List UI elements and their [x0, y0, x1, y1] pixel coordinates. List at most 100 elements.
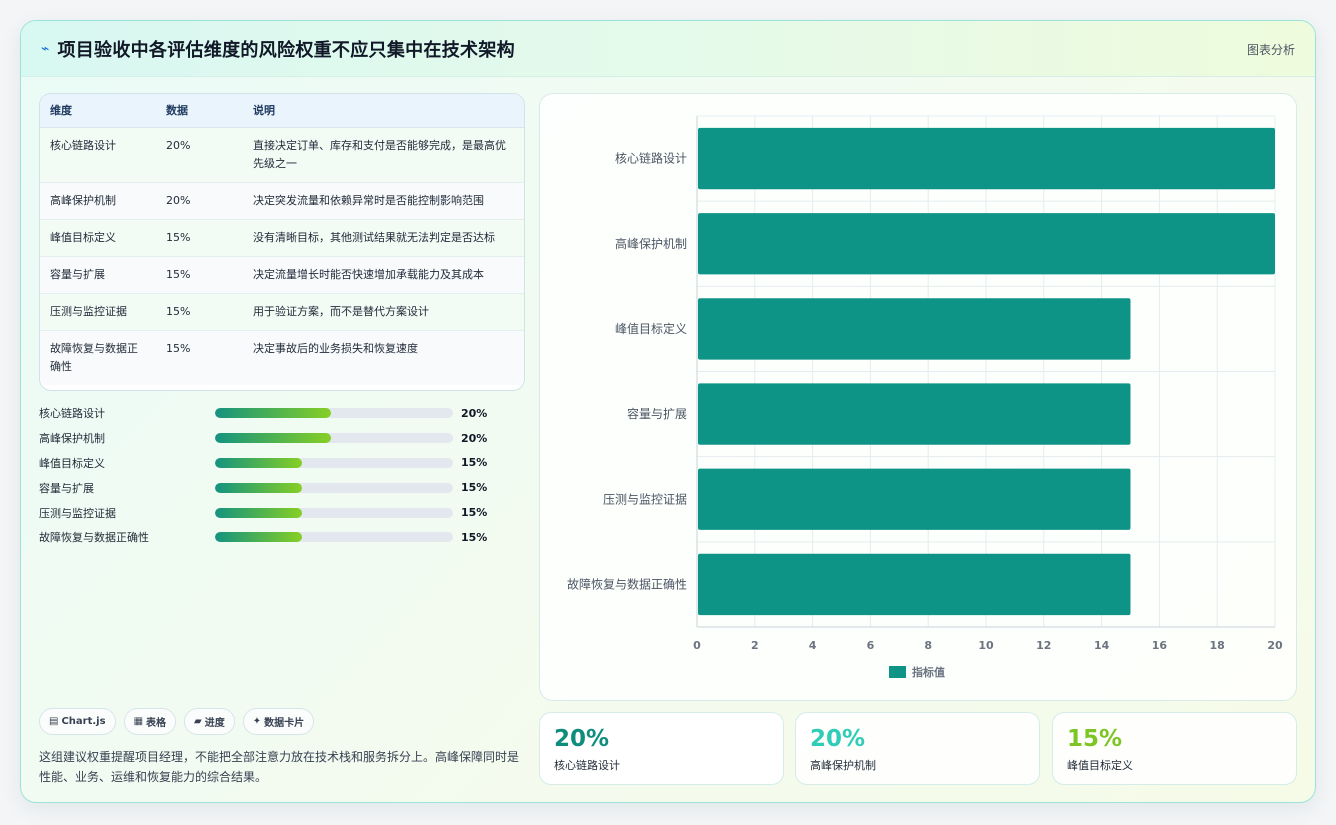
x-tick-label: 4	[809, 639, 817, 652]
x-tick-label: 20	[1267, 639, 1283, 652]
progress-track	[215, 532, 453, 543]
cell-dimension: 峰值目标定义	[40, 219, 156, 257]
stat-value: 20%	[810, 726, 866, 752]
cell-value: 20%	[156, 127, 243, 183]
cell-description: 决定流量增长时能否快速增加承载能力及其成本	[243, 256, 524, 294]
cell-dimension: 压测与监控证据	[40, 293, 156, 331]
category-label: 高峰保护机制	[615, 236, 687, 251]
tag-label: 表格	[146, 718, 167, 729]
tag-label: 数据卡片	[264, 718, 305, 729]
dashboard-card: ⌁ 项目验收中各评估维度的风险权重不应只集中在技术架构 图表分析 维度 数据 说…	[20, 20, 1316, 803]
progress-value: 15%	[461, 530, 488, 544]
progress-track	[215, 482, 453, 493]
progress-list: 核心链路设计 20% 高峰保护机制 20% 峰值目标定义 15% 容量与扩展 1…	[39, 401, 509, 550]
progress-fill	[215, 433, 332, 444]
category-label: 故障恢复与数据正确性	[567, 576, 687, 591]
chart-analysis-link[interactable]: 图表分析	[1246, 43, 1295, 57]
cell-description: 没有清晰目标，其他测试结果就无法判定是否达标	[243, 219, 524, 257]
cell-description: 决定突发流量和依赖异常时是否能控制影响范围	[243, 182, 524, 220]
cell-dimension: 故障恢复与数据正确性	[40, 330, 156, 385]
cell-dimension: 核心链路设计	[40, 127, 156, 183]
column-header-data: 数据	[156, 94, 243, 128]
tag-progress[interactable]: ▰ 进度	[184, 708, 235, 735]
cell-value: 15%	[156, 293, 243, 331]
progress-value: 15%	[461, 506, 488, 520]
x-tick-label: 2	[751, 639, 759, 652]
x-tick-label: 8	[924, 639, 932, 652]
table-row: 容量与扩展 15% 决定流量增长时能否快速增加承载能力及其成本	[40, 256, 524, 294]
progress-icon: ▰	[194, 716, 202, 727]
bar	[698, 383, 1131, 445]
x-tick-label: 0	[693, 639, 701, 652]
progress-row: 峰值目标定义 15%	[39, 451, 509, 476]
category-label: 峰值目标定义	[615, 321, 687, 336]
bar	[698, 553, 1131, 616]
progress-value: 20%	[461, 406, 488, 420]
stat-value: 15%	[1067, 726, 1123, 752]
stat-label: 高峰保护机制	[810, 759, 876, 772]
table-icon: ▦	[133, 716, 144, 727]
progress-fill	[215, 507, 303, 518]
table-row: 高峰保护机制 20% 决定突发流量和依赖异常时是否能控制影响范围	[40, 182, 524, 220]
table-row: 压测与监控证据 15% 用于验证方案，而不是替代方案设计	[40, 293, 524, 331]
progress-row: 压测与监控证据 15%	[39, 500, 509, 525]
bar	[698, 127, 1275, 190]
tag-chartjs[interactable]: ▤ Chart.js	[39, 708, 116, 735]
bar	[698, 213, 1275, 275]
legend-label: 指标值	[912, 665, 945, 679]
progress-fill	[215, 457, 303, 468]
x-tick-label: 12	[1036, 639, 1051, 652]
tag-data-cards[interactable]: ✦ 数据卡片	[242, 708, 315, 735]
progress-label: 压测与监控证据	[39, 506, 116, 520]
category-label: 容量与扩展	[627, 406, 687, 421]
progress-row: 核心链路设计 20%	[39, 401, 509, 426]
column-header-dimension: 维度	[40, 94, 156, 128]
progress-label: 故障恢复与数据正确性	[39, 531, 149, 545]
stat-card: 15% 峰值目标定义	[1052, 712, 1297, 785]
progress-value: 20%	[461, 431, 488, 445]
cell-description: 用于验证方案，而不是替代方案设计	[243, 293, 524, 331]
progress-track	[215, 507, 453, 518]
bar	[698, 298, 1131, 360]
tag-table[interactable]: ▦ 表格	[123, 708, 177, 735]
table-row: 核心链路设计 20% 直接决定订单、库存和支付是否能够完成，是最高优先级之一	[40, 127, 524, 183]
progress-label: 核心链路设计	[39, 407, 105, 421]
tag-label: Chart.js	[61, 716, 106, 727]
cell-value: 15%	[156, 219, 243, 257]
cell-description: 决定事故后的业务损失和恢复速度	[243, 330, 524, 385]
category-label: 核心链路设计	[615, 151, 687, 166]
stat-value: 20%	[554, 726, 610, 752]
tag-list: ▤ Chart.js ▦ 表格 ▰ 进度 ✦ 数据卡片	[39, 708, 315, 735]
progress-label: 高峰保护机制	[39, 432, 105, 446]
progress-value: 15%	[461, 481, 488, 495]
sparkle-icon: ✦	[252, 716, 262, 727]
progress-label: 容量与扩展	[39, 481, 94, 495]
x-tick-label: 6	[867, 639, 875, 652]
progress-fill	[215, 532, 303, 543]
progress-fill	[215, 408, 332, 419]
tag-label: 进度	[204, 718, 225, 729]
header: ⌁ 项目验收中各评估维度的风险权重不应只集中在技术架构 图表分析	[21, 21, 1315, 77]
column-header-description: 说明	[243, 94, 524, 128]
page-title: 项目验收中各评估维度的风险权重不应只集中在技术架构	[57, 39, 515, 61]
stat-label: 核心链路设计	[554, 759, 620, 772]
chart-icon: ▤	[49, 716, 59, 727]
summary-text: 这组建议权重提醒项目经理，不能把全部注意力放在技术栈和服务拆分上。高峰保障同时是…	[39, 750, 520, 784]
stat-card: 20% 高峰保护机制	[795, 712, 1040, 785]
table-row: 故障恢复与数据正确性 15% 决定事故后的业务损失和恢复速度	[40, 330, 524, 385]
bar-chart-panel: 核心链路设计 高峰保护机制 峰值目标定义容量与扩展压测与监控证据故障恢复与数据正确性…	[539, 93, 1297, 701]
cell-description: 直接决定订单、库存和支付是否能够完成，是最高优先级之一	[243, 127, 524, 183]
cell-value: 15%	[156, 256, 243, 294]
x-tick-label: 10	[978, 639, 994, 652]
bar	[698, 468, 1131, 530]
progress-value: 15%	[461, 456, 488, 470]
table-row: 峰值目标定义 15% 没有清晰目标，其他测试结果就无法判定是否达标	[40, 219, 524, 257]
progress-track	[215, 433, 453, 444]
progress-track	[215, 457, 453, 468]
x-tick-label: 18	[1210, 639, 1225, 652]
cell-dimension: 容量与扩展	[40, 256, 156, 294]
bolt-icon: ⌁	[41, 40, 50, 57]
bar-chart: 核心链路设计高峰保护机制峰值目标定义容量与扩展压测与监控证据故障恢复与数据正确性…	[567, 115, 1283, 679]
stat-label: 峰值目标定义	[1067, 759, 1133, 772]
category-label: 压测与监控证据	[603, 492, 687, 506]
